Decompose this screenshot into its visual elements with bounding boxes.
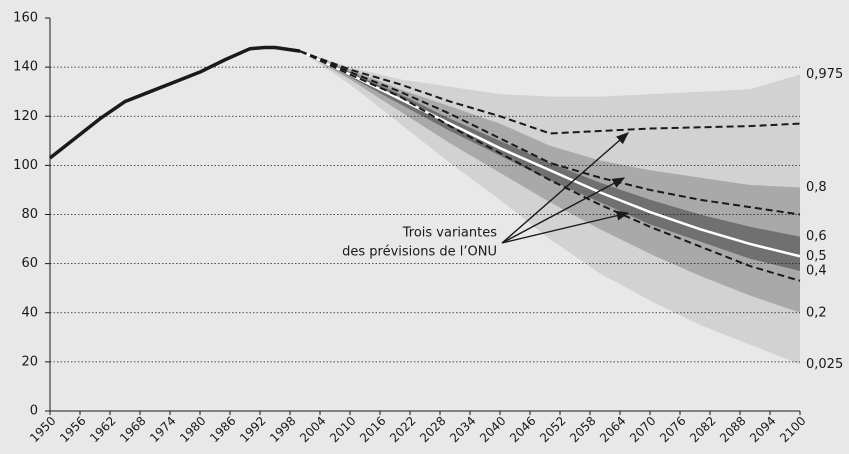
quantile-label: 0,5 [806,249,827,264]
y-tick-label: 20 [21,354,38,369]
x-tick-label: 2010 [327,414,358,445]
x-tick-label: 2070 [627,414,658,445]
x-tick-label: 2034 [447,414,478,445]
quantile-label: 0,2 [806,305,827,320]
arrow [501,132,629,244]
annotation: des prévisions de l’ONU [342,245,497,260]
x-tick-label: 2016 [357,414,388,445]
fan-band [300,51,800,365]
x-tick-label: 1968 [117,414,148,445]
x-tick-label: 1980 [177,414,208,445]
quantile-label: 0,8 [806,180,827,195]
quantile-label: 0,025 [806,357,843,372]
x-tick-label: 2082 [687,414,718,445]
quantile-label: 0,6 [806,229,827,244]
x-tick-label: 1992 [237,414,268,445]
y-tick-label: 80 [21,207,38,222]
x-tick-label: 2076 [657,414,688,445]
history-line [48,45,301,160]
fan [300,51,800,365]
quantile-label: 0,975 [806,67,843,82]
y-tick-label: 160 [13,11,38,26]
x-tick-label: 2004 [297,414,328,445]
x-tick-label: 2058 [567,414,598,445]
variant-line [299,50,801,282]
arrow [501,177,626,244]
annotation: Trois variantes [402,226,497,241]
lines [48,45,801,282]
x-tick-label: 2052 [537,414,568,445]
x-tick-label: 2094 [747,414,778,445]
fan-band [300,51,800,271]
arrow [501,210,630,244]
quantile-label: 0,4 [806,263,827,278]
y-tick-label: 60 [21,256,38,271]
x-tick-label: 2064 [597,414,628,445]
x-tick-label: 2100 [777,414,808,445]
x-tick-label: 1986 [207,414,238,445]
median-line [299,50,801,258]
y-tick-label: 120 [13,109,38,124]
x-tick-label: 2040 [477,414,508,445]
x-tick-label: 2022 [387,414,418,445]
x-tick-label: 1956 [57,414,88,445]
y-tick-label: 140 [13,60,38,75]
y-tick-label: 0 [30,404,38,419]
x-tick-label: 2088 [717,414,748,445]
x-tick-label: 1974 [147,414,178,445]
x-tick-label: 1998 [267,414,298,445]
x-tick-label: 2028 [417,414,448,445]
variant-line [299,50,801,135]
x-tick-label: 2046 [507,414,538,445]
y-tick-label: 100 [13,158,38,173]
grid [50,66,800,363]
y-tick-label: 40 [21,305,38,320]
annotation-arrows [501,132,630,244]
x-tick-label: 1962 [87,414,118,445]
variant-line [299,50,801,216]
